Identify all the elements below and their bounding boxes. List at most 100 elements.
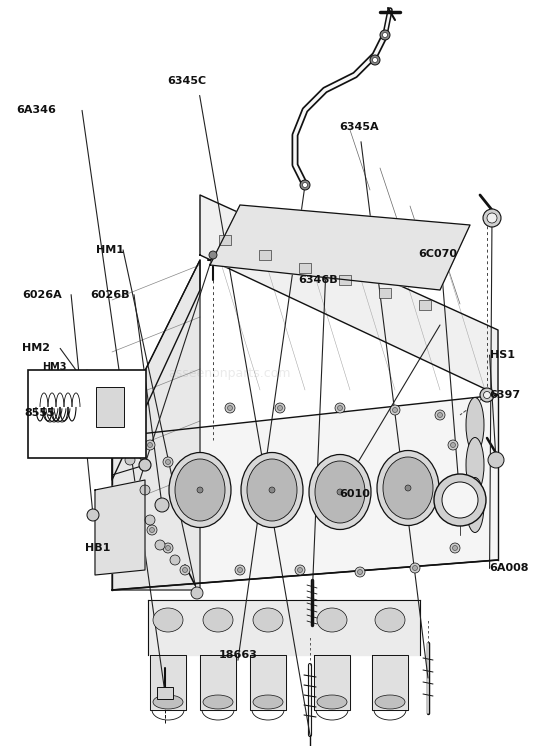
Circle shape bbox=[277, 406, 282, 410]
Circle shape bbox=[295, 565, 305, 575]
Bar bbox=[96, 387, 124, 427]
Circle shape bbox=[370, 55, 380, 65]
Text: HB1: HB1 bbox=[85, 543, 110, 554]
Polygon shape bbox=[112, 395, 498, 590]
Text: 6C070: 6C070 bbox=[418, 248, 457, 259]
Polygon shape bbox=[200, 195, 498, 395]
Circle shape bbox=[455, 500, 465, 510]
Circle shape bbox=[484, 392, 491, 398]
Polygon shape bbox=[210, 205, 470, 290]
Polygon shape bbox=[95, 480, 145, 575]
Ellipse shape bbox=[203, 608, 233, 632]
Circle shape bbox=[298, 568, 302, 572]
Circle shape bbox=[87, 509, 99, 521]
Circle shape bbox=[355, 567, 365, 577]
Ellipse shape bbox=[253, 695, 283, 709]
Text: HM3: HM3 bbox=[43, 362, 67, 372]
Circle shape bbox=[358, 569, 363, 574]
Circle shape bbox=[139, 459, 151, 471]
Ellipse shape bbox=[203, 695, 233, 709]
Circle shape bbox=[145, 515, 155, 525]
Circle shape bbox=[390, 405, 400, 415]
Circle shape bbox=[163, 543, 173, 553]
Text: HM2: HM2 bbox=[22, 343, 50, 354]
Ellipse shape bbox=[377, 451, 439, 525]
Circle shape bbox=[435, 410, 445, 420]
Circle shape bbox=[209, 251, 217, 259]
Ellipse shape bbox=[309, 454, 371, 530]
Ellipse shape bbox=[317, 695, 347, 709]
Circle shape bbox=[180, 565, 190, 575]
Ellipse shape bbox=[247, 459, 297, 521]
Circle shape bbox=[145, 440, 155, 450]
Text: HM1: HM1 bbox=[96, 245, 124, 255]
Text: 6026B: 6026B bbox=[90, 289, 130, 300]
Circle shape bbox=[170, 555, 180, 565]
Ellipse shape bbox=[466, 398, 484, 453]
Bar bbox=[299, 263, 311, 273]
Text: 6A008: 6A008 bbox=[490, 563, 529, 574]
Circle shape bbox=[163, 457, 173, 467]
Ellipse shape bbox=[253, 608, 283, 632]
Circle shape bbox=[410, 563, 420, 573]
Ellipse shape bbox=[175, 459, 225, 521]
Circle shape bbox=[225, 403, 235, 413]
Circle shape bbox=[166, 545, 171, 551]
Circle shape bbox=[147, 525, 157, 535]
Ellipse shape bbox=[375, 695, 405, 709]
Text: 6A346: 6A346 bbox=[16, 105, 56, 116]
Ellipse shape bbox=[383, 457, 433, 519]
Circle shape bbox=[382, 33, 387, 37]
Circle shape bbox=[300, 180, 310, 190]
Circle shape bbox=[191, 587, 203, 599]
Text: HS1: HS1 bbox=[490, 350, 515, 360]
Circle shape bbox=[457, 503, 463, 507]
Circle shape bbox=[337, 406, 342, 410]
Circle shape bbox=[237, 568, 242, 572]
Ellipse shape bbox=[375, 608, 405, 632]
Circle shape bbox=[412, 565, 417, 571]
Circle shape bbox=[140, 485, 150, 495]
Bar bbox=[259, 250, 271, 260]
Ellipse shape bbox=[169, 453, 231, 527]
Polygon shape bbox=[150, 655, 186, 710]
Circle shape bbox=[373, 57, 377, 63]
Ellipse shape bbox=[153, 695, 183, 709]
Circle shape bbox=[450, 543, 460, 553]
Circle shape bbox=[452, 545, 457, 551]
Text: 6026A: 6026A bbox=[22, 289, 62, 300]
Ellipse shape bbox=[241, 453, 303, 527]
Bar bbox=[28, 370, 146, 458]
Circle shape bbox=[155, 540, 165, 550]
Circle shape bbox=[488, 452, 504, 468]
Bar bbox=[157, 687, 173, 699]
Circle shape bbox=[302, 183, 307, 187]
Circle shape bbox=[483, 209, 501, 227]
Polygon shape bbox=[314, 655, 350, 710]
Circle shape bbox=[125, 455, 135, 465]
Polygon shape bbox=[250, 655, 286, 710]
Bar bbox=[219, 235, 231, 245]
Polygon shape bbox=[372, 655, 408, 710]
Circle shape bbox=[438, 413, 443, 418]
Bar bbox=[419, 300, 431, 310]
Circle shape bbox=[197, 487, 203, 493]
Text: 8555: 8555 bbox=[25, 408, 55, 418]
Circle shape bbox=[337, 489, 343, 495]
Ellipse shape bbox=[466, 477, 484, 533]
Text: 6345A: 6345A bbox=[339, 122, 379, 132]
Circle shape bbox=[183, 568, 188, 572]
Text: 6345C: 6345C bbox=[167, 75, 206, 86]
Ellipse shape bbox=[315, 461, 365, 523]
Circle shape bbox=[451, 442, 456, 448]
Circle shape bbox=[487, 213, 497, 223]
Polygon shape bbox=[112, 260, 200, 590]
Polygon shape bbox=[112, 260, 200, 480]
Ellipse shape bbox=[434, 474, 486, 526]
Circle shape bbox=[148, 442, 153, 448]
Polygon shape bbox=[200, 655, 236, 710]
Ellipse shape bbox=[442, 482, 478, 518]
Circle shape bbox=[393, 407, 398, 413]
Circle shape bbox=[166, 460, 171, 465]
Text: 6346B: 6346B bbox=[298, 275, 337, 285]
